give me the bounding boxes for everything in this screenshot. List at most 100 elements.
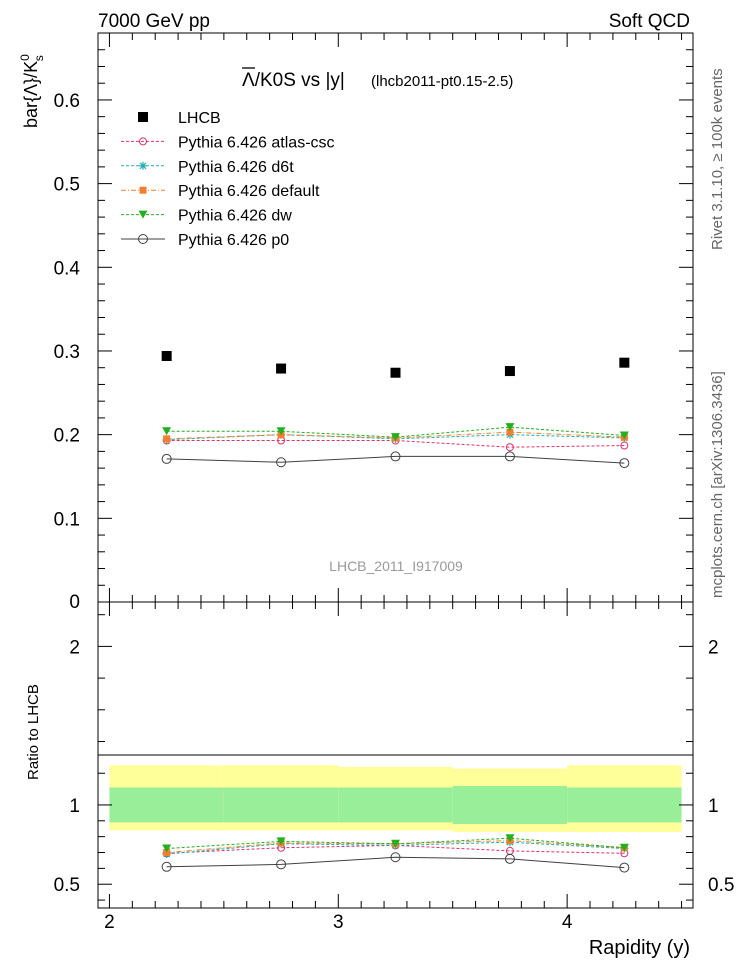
legend: LHCB Pythia 6.426 atlas-csc Pythia 6.426 d… — [121, 110, 335, 249]
data-point — [620, 441, 629, 450]
legend-marker — [139, 186, 147, 194]
bottom-ytick-label-right: 2 — [708, 637, 719, 658]
legend-marker — [138, 210, 148, 219]
title-overline-char: Λ — [242, 70, 255, 91]
data-point — [390, 367, 401, 378]
legend-marker — [139, 161, 147, 170]
data-point — [162, 427, 172, 436]
data-point — [276, 457, 287, 468]
watermark: LHCB_2011_I917009 — [329, 558, 463, 574]
legend-label: Pythia 6.426 dw — [178, 208, 292, 225]
ratio-line — [166, 837, 625, 850]
bottom-series-layer — [161, 834, 630, 873]
data-point — [506, 428, 514, 436]
mcplots-label: mcplots.cern.ch [arXiv:1306.3436] — [709, 371, 726, 598]
bottom-ytick-label: 0.5 — [54, 875, 80, 896]
ratio-line — [166, 844, 625, 854]
data-point — [619, 431, 629, 440]
top-ylabel: bar{Λ}/K0s — [18, 54, 46, 128]
ratio-bands — [109, 765, 682, 832]
bottom-ytick-label-right: 0.5 — [708, 875, 734, 896]
plot-title: Λ/K0S vs |y| (lhcb2011-pt0.15-2.5) — [242, 67, 513, 91]
header-right: Soft QCD — [609, 11, 690, 32]
series-lhcb — [161, 350, 630, 378]
header-left: 7000 GeV pp — [98, 11, 210, 32]
ratio-point — [162, 844, 172, 853]
bottom-ytick-label: 2 — [69, 637, 80, 658]
ratio-point — [391, 839, 400, 848]
band-stat — [567, 787, 682, 823]
legend-label: Pythia 6.426 p0 — [178, 232, 289, 249]
bottom-ylabel: Ratio to LHCB — [25, 684, 42, 780]
band-stat — [223, 787, 339, 823]
title-main-rest: /K0S vs |y| — [255, 70, 345, 91]
top-ytick-label: 0.3 — [54, 342, 80, 363]
ratio-line — [166, 856, 625, 869]
ratio-point — [504, 853, 515, 864]
svg-text:Λ/K0S vs |y|: Λ/K0S vs |y| — [242, 70, 345, 91]
band-stat — [452, 785, 568, 824]
series-line — [166, 455, 625, 464]
bottom-frame — [97, 601, 694, 909]
top-ytick-label: 0.2 — [54, 426, 80, 447]
xtick-label: 4 — [562, 912, 573, 933]
ratio-pythia-6-426-p0 — [161, 852, 630, 873]
top-panel: 0.1 0.2 0.3 0.4 0.5 0.6 0 Λ/K0S vs |y| (lhcb20… — [18, 32, 694, 613]
data-point — [391, 433, 400, 442]
ratio-point — [619, 843, 629, 852]
legend-label: LHCB — [178, 110, 221, 127]
bottom-ticks: 0.5 0.5 1 1 2 2 2 3 4 — [54, 602, 734, 933]
bottom-ytick-label: 1 — [69, 796, 80, 817]
legend-marker — [139, 137, 147, 146]
bottom-ytick-label-right: 1 — [708, 796, 719, 817]
series-pythia-6-426-dw — [162, 423, 629, 442]
legend-label: Pythia 6.426 default — [178, 183, 320, 200]
legend-label: Pythia 6.426 atlas-csc — [178, 134, 335, 151]
data-point — [390, 451, 401, 462]
ratio-line — [166, 841, 625, 855]
ratio-pythia-6-426-dw — [162, 834, 629, 853]
top-ytick-label: 0.6 — [54, 91, 80, 112]
ratio-point — [619, 862, 630, 873]
ratio-point — [390, 852, 401, 863]
legend-marker — [138, 234, 148, 244]
top-ytick-label: 0.4 — [54, 258, 81, 279]
ratio-point — [505, 834, 515, 843]
data-point — [619, 357, 630, 368]
legend-label: Pythia 6.426 d6t — [178, 159, 294, 176]
legend-entry: Pythia 6.426 d6t — [121, 159, 294, 176]
ratio-point — [276, 837, 286, 846]
rivet-label: Rivet 3.1.10, ≥ 100k events — [709, 68, 726, 250]
data-point — [505, 423, 515, 432]
band-stat — [109, 787, 224, 823]
band-stat — [338, 787, 453, 823]
series-line — [166, 440, 625, 448]
data-point — [161, 350, 172, 361]
ratio-point — [161, 861, 172, 872]
data-point — [619, 458, 630, 469]
series-line — [166, 434, 625, 441]
legend-entry: Pythia 6.426 p0 — [121, 232, 289, 249]
top-ticks: 0.1 0.2 0.3 0.4 0.5 0.6 0 — [54, 32, 693, 613]
legend-entry: Pythia 6.426 dw — [121, 208, 292, 225]
xtick-label: 2 — [104, 912, 115, 933]
legend-entry: LHCB — [138, 110, 221, 127]
legend-marker — [138, 112, 148, 122]
series-line — [166, 431, 625, 440]
top-ytick-label: 0.1 — [54, 509, 80, 530]
legend-entry: Pythia 6.426 default — [121, 183, 320, 200]
bottom-panel: 0.5 0.5 1 1 2 2 2 3 4 Ratio to LHCB Rapidity (y) — [25, 601, 734, 959]
xlabel: Rapidity (y) — [589, 937, 690, 959]
data-point — [505, 443, 514, 452]
top-series-layer — [161, 350, 630, 469]
top-ytick-label-zero: 0 — [69, 592, 80, 613]
ratio-point — [276, 859, 287, 870]
data-point — [276, 427, 286, 436]
data-point — [276, 363, 287, 374]
data-point — [163, 435, 171, 443]
data-point — [504, 451, 515, 462]
data-point — [504, 366, 515, 377]
top-ytick-label: 0.5 — [54, 175, 80, 196]
series-pythia-6-426-p0 — [161, 451, 630, 469]
